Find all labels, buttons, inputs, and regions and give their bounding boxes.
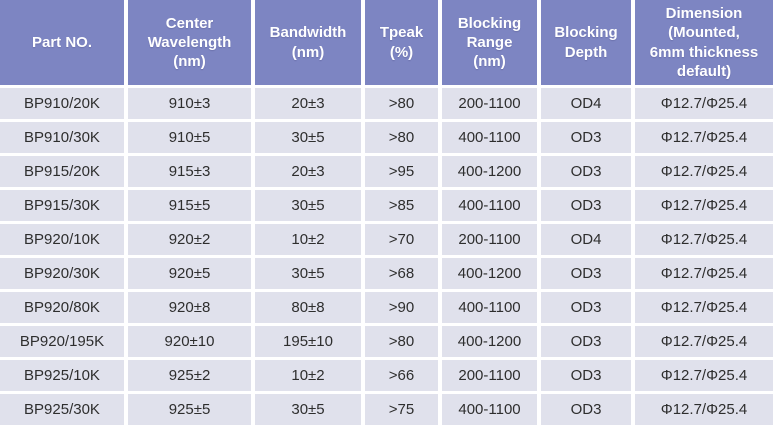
table-cell-dimension: Φ12.7/Φ25.4 <box>633 358 775 394</box>
table-cell-center-wavelength: 920±5 <box>126 256 255 292</box>
table-cell-blocking-range: 200-1100 <box>440 222 541 258</box>
table-cell-blocking-range: 200-1100 <box>440 358 541 394</box>
table-row: BP910/20K 910±3 20±3 >80 200-1100 OD4 Φ12.7/Φ2… <box>0 86 775 122</box>
table-cell-dimension: Φ12.7/Φ25.4 <box>633 86 775 122</box>
table-cell-blocking-depth: OD3 <box>539 188 635 224</box>
table-cell-blocking-range: 400-1100 <box>440 188 541 224</box>
table-cell-center-wavelength: 925±5 <box>126 392 255 428</box>
table-cell-part-no: BP920/195K <box>0 324 128 360</box>
table-cell-part-no: BP920/30K <box>0 256 128 292</box>
table-cell-part-no: BP925/10K <box>0 358 128 394</box>
table-cell-blocking-depth: OD3 <box>539 392 635 428</box>
table-cell-tpeak: >90 <box>363 290 442 326</box>
column-header-tpeak: Tpeak (%) <box>363 0 442 88</box>
table-cell-dimension: Φ12.7/Φ25.4 <box>633 392 775 428</box>
table-cell-tpeak: >75 <box>363 392 442 428</box>
table-cell-part-no: BP925/30K <box>0 392 128 428</box>
table-cell-bandwidth: 30±5 <box>253 256 365 292</box>
table-cell-center-wavelength: 920±8 <box>126 290 255 326</box>
column-header-dimension: Dimension (Mounted, 6mm thickness defaul… <box>633 0 775 88</box>
table-cell-bandwidth: 80±8 <box>253 290 365 326</box>
table-cell-blocking-range: 400-1200 <box>440 154 541 190</box>
table-cell-blocking-range: 400-1200 <box>440 256 541 292</box>
table-cell-blocking-depth: OD3 <box>539 154 635 190</box>
table-cell-tpeak: >85 <box>363 188 442 224</box>
table-row: BP910/30K 910±5 30±5 >80 400-1100 OD3 Φ12.7/Φ2… <box>0 120 775 156</box>
table-cell-dimension: Φ12.7/Φ25.4 <box>633 154 775 190</box>
table-cell-blocking-depth: OD4 <box>539 86 635 122</box>
table-cell-bandwidth: 20±3 <box>253 86 365 122</box>
table-cell-center-wavelength: 910±3 <box>126 86 255 122</box>
table-cell-tpeak: >95 <box>363 154 442 190</box>
table-cell-tpeak: >80 <box>363 324 442 360</box>
table-cell-bandwidth: 10±2 <box>253 222 365 258</box>
table-cell-center-wavelength: 920±2 <box>126 222 255 258</box>
table-cell-part-no: BP915/20K <box>0 154 128 190</box>
table-cell-center-wavelength: 920±10 <box>126 324 255 360</box>
table-cell-blocking-range: 400-1100 <box>440 290 541 326</box>
table-cell-tpeak: >80 <box>363 120 442 156</box>
table-cell-center-wavelength: 915±3 <box>126 154 255 190</box>
table-cell-blocking-range: 200-1100 <box>440 86 541 122</box>
table-cell-blocking-depth: OD3 <box>539 290 635 326</box>
column-header-blocking-range: Blocking Range (nm) <box>440 0 541 88</box>
table-cell-dimension: Φ12.7/Φ25.4 <box>633 256 775 292</box>
table-row: BP920/30K 920±5 30±5 >68 400-1200 OD3 Φ12.7/Φ2… <box>0 256 775 292</box>
table-cell-dimension: Φ12.7/Φ25.4 <box>633 188 775 224</box>
table-row: BP915/20K 915±3 20±3 >95 400-1200 OD3 Φ12.7/Φ2… <box>0 154 775 190</box>
table-row: BP925/30K 925±5 30±5 >75 400-1100 OD3 Φ12.7/Φ2… <box>0 392 775 428</box>
table-cell-blocking-depth: OD3 <box>539 120 635 156</box>
table-cell-center-wavelength: 910±5 <box>126 120 255 156</box>
table-cell-bandwidth: 30±5 <box>253 392 365 428</box>
table-cell-tpeak: >80 <box>363 86 442 122</box>
table-cell-bandwidth: 10±2 <box>253 358 365 394</box>
table-cell-dimension: Φ12.7/Φ25.4 <box>633 290 775 326</box>
table-cell-blocking-depth: OD3 <box>539 256 635 292</box>
table-cell-blocking-depth: OD3 <box>539 358 635 394</box>
table-cell-blocking-range: 400-1200 <box>440 324 541 360</box>
table-cell-dimension: Φ12.7/Φ25.4 <box>633 120 775 156</box>
table-cell-dimension: Φ12.7/Φ25.4 <box>633 324 775 360</box>
table-cell-bandwidth: 30±5 <box>253 120 365 156</box>
table-cell-tpeak: >68 <box>363 256 442 292</box>
table-cell-bandwidth: 30±5 <box>253 188 365 224</box>
table-row: BP915/30K 915±5 30±5 >85 400-1100 OD3 Φ12.7/Φ2… <box>0 188 775 224</box>
table-cell-part-no: BP920/80K <box>0 290 128 326</box>
table-cell-bandwidth: 20±3 <box>253 154 365 190</box>
column-header-part-no: Part NO. <box>0 0 128 88</box>
table-cell-center-wavelength: 915±5 <box>126 188 255 224</box>
table-cell-part-no: BP915/30K <box>0 188 128 224</box>
column-header-center-wavelength: Center Wavelength (nm) <box>126 0 255 88</box>
column-header-bandwidth: Bandwidth (nm) <box>253 0 365 88</box>
table-cell-blocking-depth: OD3 <box>539 324 635 360</box>
table-cell-part-no: BP910/20K <box>0 86 128 122</box>
table-header-row: Part NO. Center Wavelength (nm) Bandwidth … <box>0 0 775 88</box>
table-cell-tpeak: >70 <box>363 222 442 258</box>
table-row: BP925/10K 925±2 10±2 >66 200-1100 OD3 Φ12.7/Φ2… <box>0 358 775 394</box>
table-cell-blocking-range: 400-1100 <box>440 120 541 156</box>
table-cell-part-no: BP920/10K <box>0 222 128 258</box>
table-cell-part-no: BP910/30K <box>0 120 128 156</box>
table-row: BP920/195K 920±10 195±10 >80 400-1200 OD3 Φ12.… <box>0 324 775 360</box>
column-header-blocking-depth: Blocking Depth <box>539 0 635 88</box>
table-cell-tpeak: >66 <box>363 358 442 394</box>
table-row: BP920/80K 920±8 80±8 >90 400-1100 OD3 Φ12.7/Φ2… <box>0 290 775 326</box>
table-row: BP920/10K 920±2 10±2 >70 200-1100 OD4 Φ12.7/Φ2… <box>0 222 775 258</box>
table-cell-dimension: Φ12.7/Φ25.4 <box>633 222 775 258</box>
table-cell-blocking-depth: OD4 <box>539 222 635 258</box>
table-cell-blocking-range: 400-1100 <box>440 392 541 428</box>
table-cell-center-wavelength: 925±2 <box>126 358 255 394</box>
table-cell-bandwidth: 195±10 <box>253 324 365 360</box>
